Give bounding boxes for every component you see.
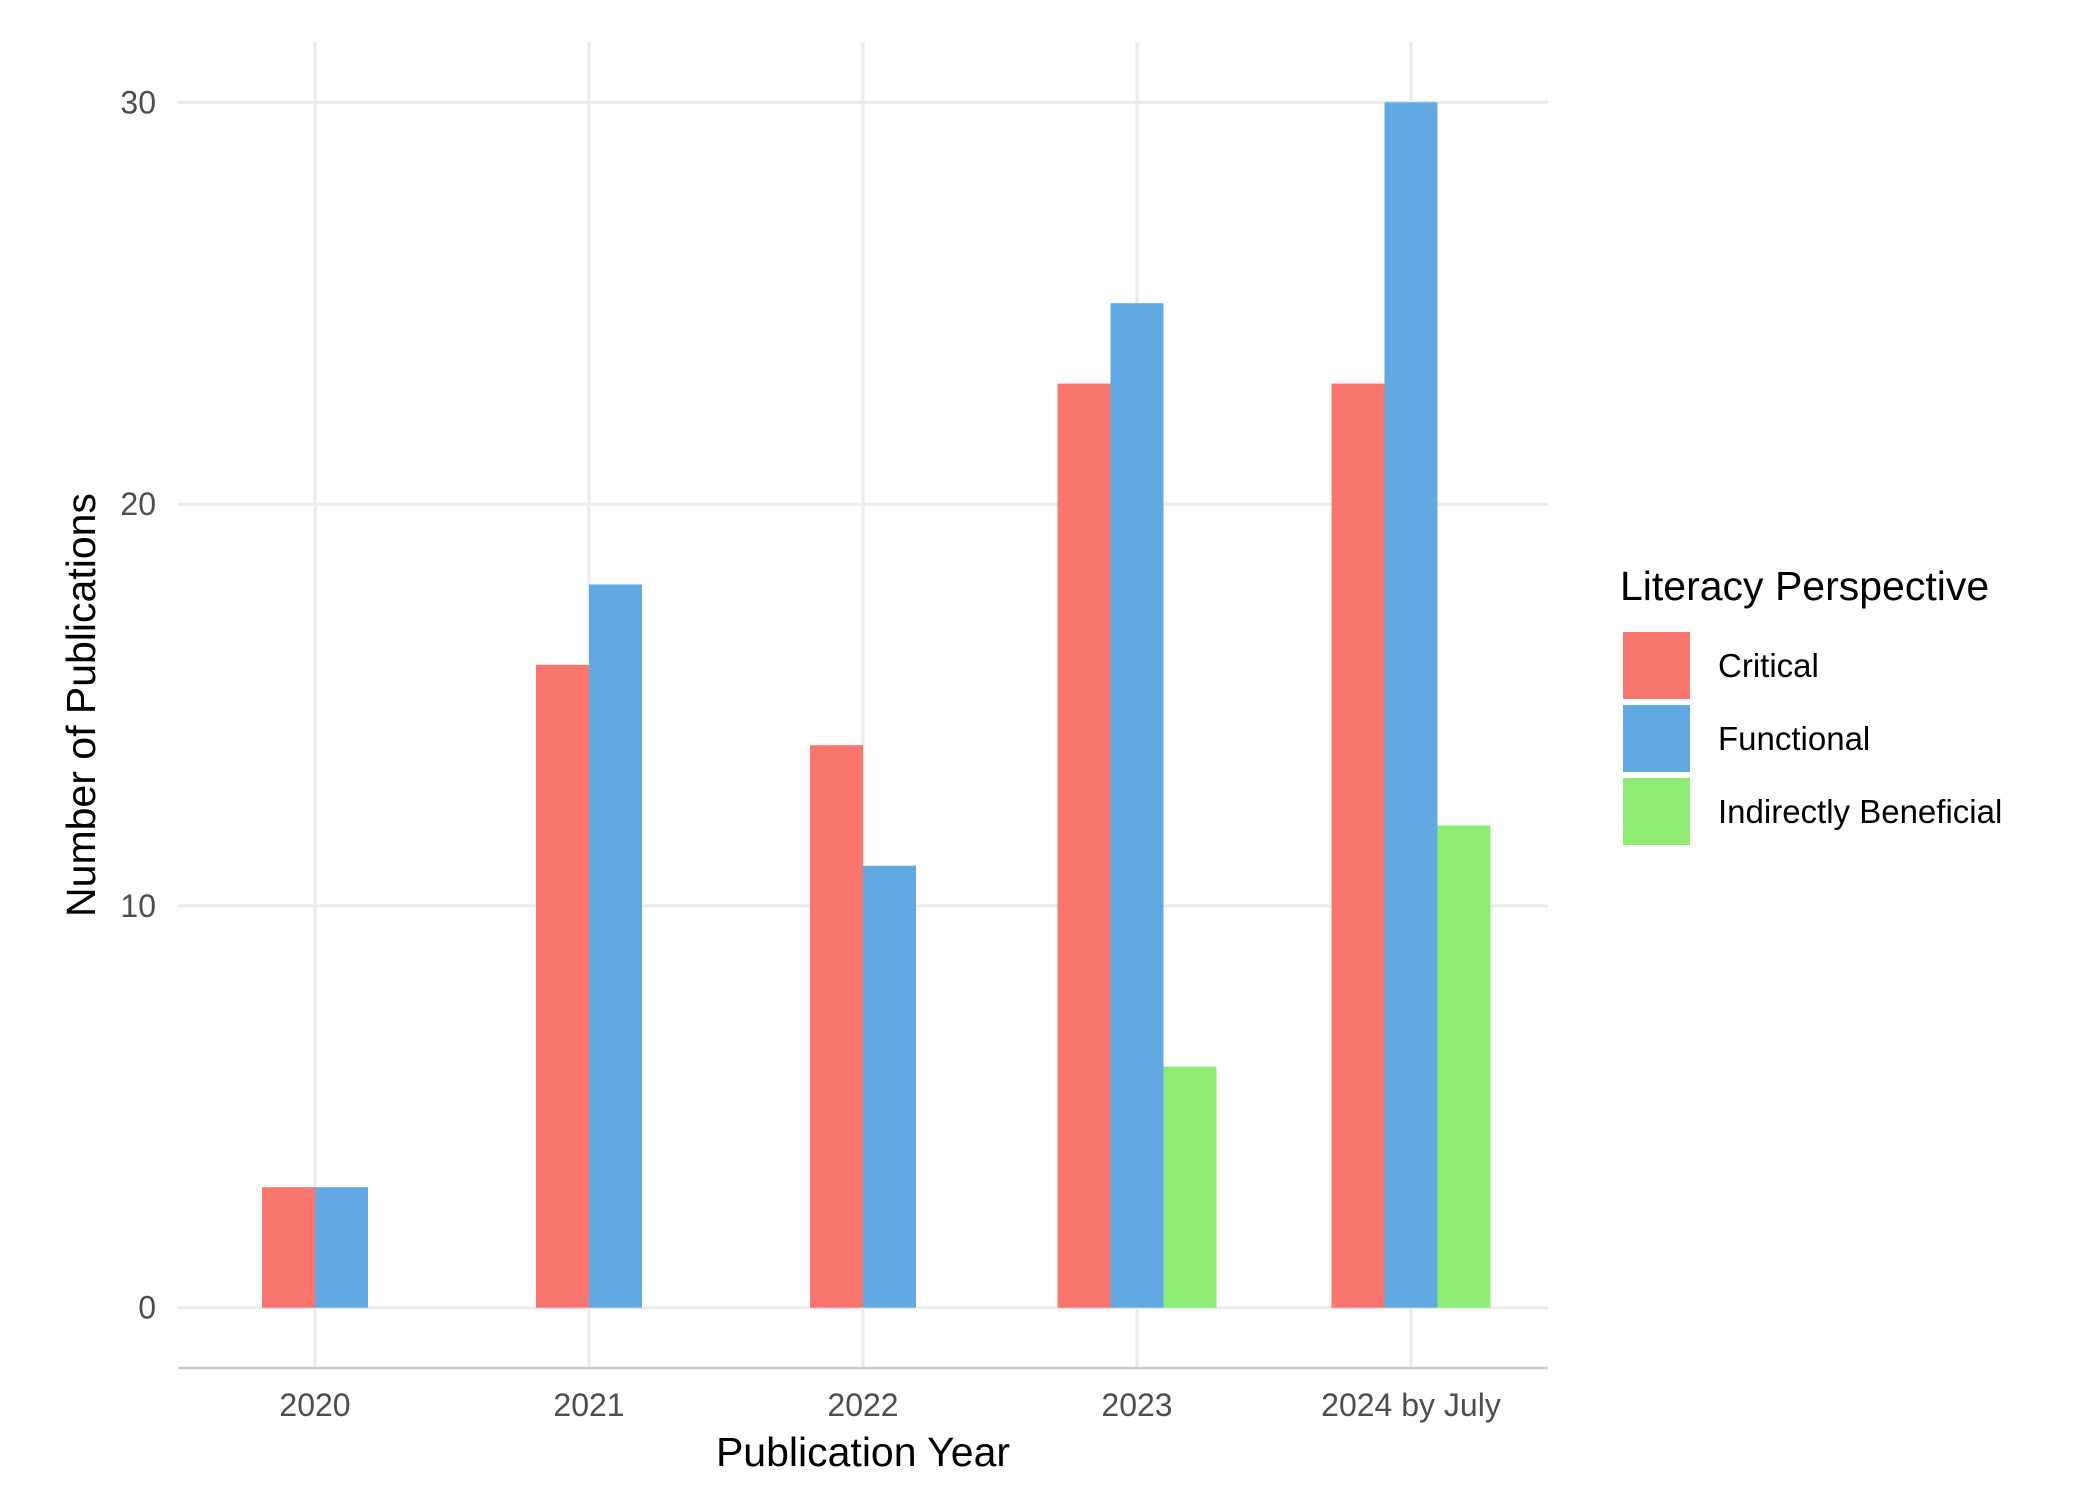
bar-functional-2022 (863, 865, 916, 1308)
y-tick-label: 10 (120, 888, 156, 924)
x-tick-label: 2020 (279, 1387, 350, 1423)
bar-functional-2021 (589, 584, 642, 1308)
legend: Literacy Perspective Critical Functional I… (1620, 563, 2002, 845)
x-tick-label: 2023 (1101, 1387, 1172, 1423)
bars (262, 102, 1491, 1308)
legend-swatch-functional (1623, 705, 1690, 772)
bar-indirectly-beneficial-2023 (1163, 1066, 1217, 1308)
bar-functional-2020 (315, 1187, 368, 1308)
x-axis-title: Publication Year (716, 1429, 1010, 1475)
legend-swatch-critical (1623, 632, 1690, 699)
x-tick-labels: 2020 2021 2022 2023 2024 by July (279, 1387, 1500, 1423)
x-tick-label: 2022 (827, 1387, 898, 1423)
legend-title: Literacy Perspective (1620, 563, 1989, 609)
x-tick-label: 2021 (553, 1387, 624, 1423)
bar-critical-2024-by-july (1331, 383, 1385, 1308)
y-tick-labels: 0 10 20 30 (120, 84, 156, 1325)
legend-label: Indirectly Beneficial (1718, 793, 2002, 830)
y-tick-label: 20 (120, 486, 156, 522)
legend-label: Critical (1718, 647, 1819, 684)
y-tick-label: 0 (138, 1290, 156, 1326)
y-tick-label: 30 (120, 84, 156, 120)
bar-functional-2024-by-july (1384, 102, 1438, 1308)
bar-critical-2020 (262, 1187, 315, 1308)
x-tick-label: 2024 by July (1321, 1387, 1501, 1423)
bar-functional-2023 (1110, 303, 1164, 1308)
bar-indirectly-beneficial-2024-by-july (1437, 825, 1491, 1308)
legend-label: Functional (1718, 720, 1870, 757)
bar-critical-2023 (1057, 383, 1111, 1308)
legend-swatch-indirectly-beneficial (1623, 778, 1690, 845)
bar-critical-2021 (536, 664, 589, 1308)
bar-critical-2022 (810, 745, 863, 1308)
y-axis-title: Number of Publications (58, 493, 104, 917)
